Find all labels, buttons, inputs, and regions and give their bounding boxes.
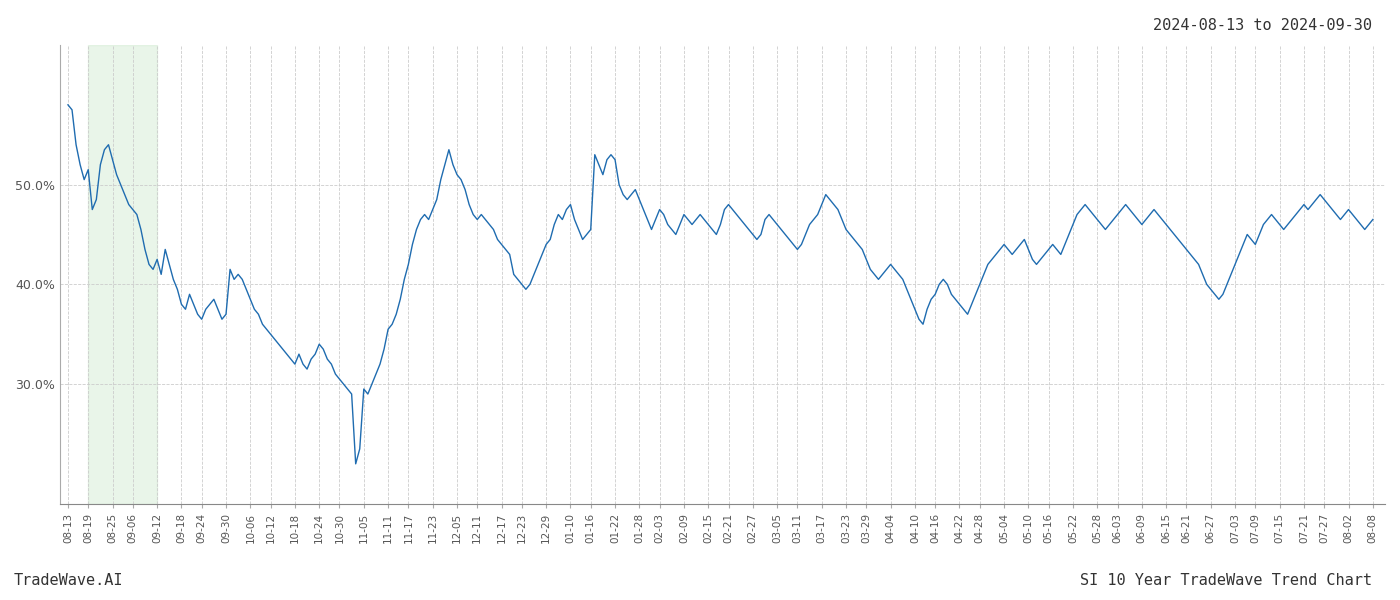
Text: SI 10 Year TradeWave Trend Chart: SI 10 Year TradeWave Trend Chart xyxy=(1079,573,1372,588)
Text: TradeWave.AI: TradeWave.AI xyxy=(14,573,123,588)
Bar xyxy=(88,45,157,504)
Text: 2024-08-13 to 2024-09-30: 2024-08-13 to 2024-09-30 xyxy=(1154,18,1372,33)
